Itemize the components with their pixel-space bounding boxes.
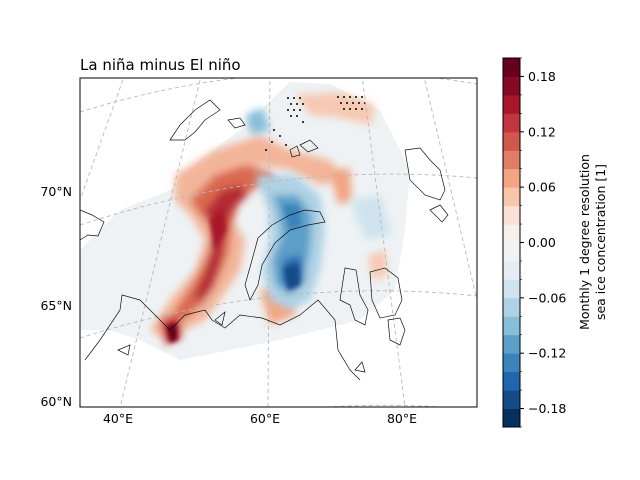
- colorbar-tick-label: 0.00: [528, 235, 556, 250]
- colorbar-segment: [503, 131, 520, 151]
- colorbar-label-line1: Monthly 1 degree resolution: [577, 154, 592, 330]
- colorbar-tick-label: −0.18: [528, 401, 566, 416]
- lon-label-60: 60°E: [250, 411, 280, 426]
- colorbar-segment: [503, 150, 520, 170]
- colorbar-segment: [503, 279, 520, 299]
- negative-anomaly-fill: [245, 108, 392, 310]
- lon-label-80: 80°E: [387, 411, 417, 426]
- strong-positive-core: [166, 208, 226, 343]
- significance-stippling: [265, 96, 366, 151]
- colorbar-ticks: 0.18 0.12 0.06 0.00 −0.06 −0.12 −0.18: [520, 57, 566, 428]
- colorbar-segment: [503, 408, 520, 428]
- colorbar-segment: [503, 371, 520, 391]
- colorbar-segment: [503, 353, 520, 373]
- colorbar-segment: [503, 58, 520, 77]
- colorbar-segment: [503, 260, 520, 280]
- lat-label-65: 65°N: [40, 298, 72, 313]
- colorbar-segment: [503, 113, 520, 133]
- coastlines: [80, 99, 449, 381]
- map-panel: [80, 78, 477, 407]
- colorbar-segment: [503, 94, 520, 114]
- colorbar-segment: [503, 390, 520, 410]
- axes-border: [79, 77, 478, 408]
- colorbar-segment: [503, 316, 520, 336]
- colorbar-segment: [503, 224, 520, 243]
- colorbar-tick-label: −0.12: [528, 346, 566, 361]
- lat-label-70: 70°N: [40, 184, 72, 199]
- colorbar-tick-label: 0.06: [528, 180, 556, 195]
- colorbar: [502, 57, 521, 428]
- colorbar-segment: [503, 242, 520, 262]
- strong-negative-core: [283, 205, 302, 290]
- plot-title: La niña minus El niño: [80, 56, 241, 74]
- colorbar-segment: [503, 334, 520, 354]
- colorbar-tick-label: 0.12: [528, 124, 556, 139]
- graticule: [80, 78, 477, 407]
- colorbar-segment: [503, 76, 520, 96]
- colorbar-segment: [503, 168, 520, 188]
- colorbar-segment: [503, 187, 520, 207]
- colorbar-label-line2: sea ice concentration [1]: [593, 164, 608, 320]
- lat-label-60: 60°N: [40, 394, 72, 409]
- colorbar-segment: [503, 297, 520, 317]
- colorbar-segment: [503, 205, 520, 225]
- data-domain: [80, 82, 410, 360]
- colorbar-tick-label: 0.18: [528, 69, 556, 84]
- lon-label-40: 40°E: [103, 411, 133, 426]
- colorbar-tick-label: −0.06: [528, 290, 566, 305]
